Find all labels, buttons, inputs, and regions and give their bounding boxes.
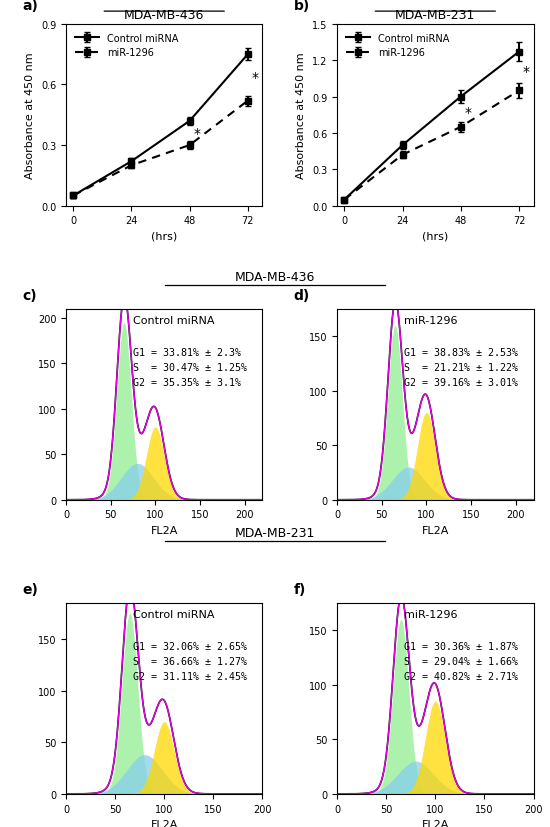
X-axis label: (hrs): (hrs): [151, 232, 177, 241]
Text: MDA-MB-231: MDA-MB-231: [235, 526, 315, 539]
X-axis label: FL2A: FL2A: [151, 525, 178, 535]
Title: MDA-MB-231: MDA-MB-231: [395, 9, 475, 22]
X-axis label: FL2A: FL2A: [422, 525, 449, 535]
Text: *: *: [522, 65, 530, 79]
Text: G1 = 33.81% ± 2.3%
S  = 30.47% ± 1.25%
G2 = 35.35% ± 3.1%: G1 = 33.81% ± 2.3% S = 30.47% ± 1.25% G2…: [133, 347, 247, 387]
Legend: Control miRNA, miR-1296: Control miRNA, miR-1296: [71, 30, 182, 62]
Text: miR-1296: miR-1296: [404, 609, 458, 619]
Text: f): f): [294, 583, 306, 597]
Text: c): c): [23, 289, 37, 303]
Text: b): b): [294, 0, 310, 13]
Text: e): e): [23, 583, 38, 597]
Text: Control miRNA: Control miRNA: [133, 315, 214, 325]
Text: *: *: [193, 127, 200, 141]
Text: d): d): [294, 289, 310, 303]
Text: G1 = 32.06% ± 2.65%
S  = 36.66% ± 1.27%
G2 = 31.11% ± 2.45%: G1 = 32.06% ± 2.65% S = 36.66% ± 1.27% G…: [133, 642, 247, 681]
X-axis label: (hrs): (hrs): [422, 232, 448, 241]
Text: Control miRNA: Control miRNA: [133, 609, 214, 619]
X-axis label: FL2A: FL2A: [151, 820, 178, 827]
X-axis label: FL2A: FL2A: [422, 820, 449, 827]
Legend: Control miRNA, miR-1296: Control miRNA, miR-1296: [342, 30, 453, 62]
Y-axis label: Absorbance at 450 nm: Absorbance at 450 nm: [296, 52, 306, 179]
Text: MDA-MB-436: MDA-MB-436: [235, 270, 315, 284]
Text: G1 = 38.83% ± 2.53%
S  = 21.21% ± 1.22%
G2 = 39.16% ± 3.01%: G1 = 38.83% ± 2.53% S = 21.21% ± 1.22% G…: [404, 347, 518, 387]
Title: MDA-MB-436: MDA-MB-436: [124, 9, 205, 22]
Text: miR-1296: miR-1296: [404, 315, 458, 325]
Text: a): a): [23, 0, 38, 13]
Text: G1 = 30.36% ± 1.87%
S  = 29.04% ± 1.66%
G2 = 40.82% ± 2.71%: G1 = 30.36% ± 1.87% S = 29.04% ± 1.66% G…: [404, 642, 518, 681]
Y-axis label: Absorbance at 450 nm: Absorbance at 450 nm: [25, 52, 35, 179]
Text: *: *: [464, 106, 471, 120]
Text: *: *: [251, 71, 258, 85]
